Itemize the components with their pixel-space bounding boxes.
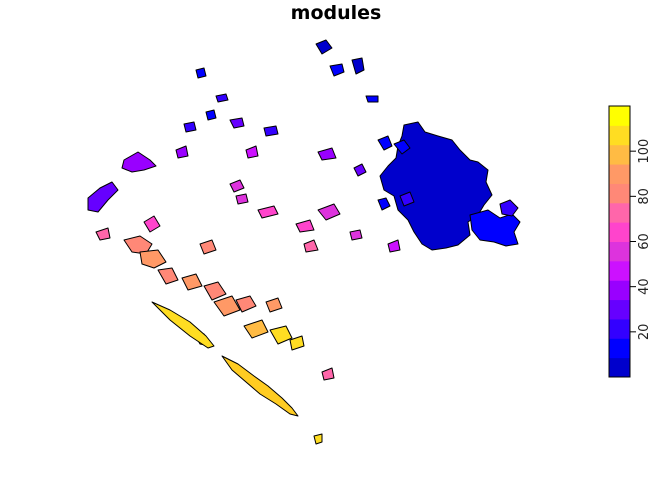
legend-swatch xyxy=(609,164,630,184)
patch-mid-violet-2 xyxy=(245,145,259,159)
legend-swatch xyxy=(609,299,630,320)
legend-tick-label: 60 xyxy=(637,233,652,250)
patch-top-2 xyxy=(329,63,345,77)
legend: 20 40 60 80 100 xyxy=(608,105,652,378)
patch-mid-violet-4 xyxy=(353,163,367,177)
legend-color-bar xyxy=(609,106,630,378)
legend-swatch xyxy=(609,222,630,242)
patch-mid-violet-3 xyxy=(317,147,337,161)
patch-east-tip xyxy=(499,199,519,217)
patch-salmon-2 xyxy=(139,249,167,269)
patch-top-5 xyxy=(215,93,229,103)
patch-pink-10 xyxy=(95,227,111,241)
patch-salmon-7 xyxy=(235,295,257,313)
patch-west-violet-1 xyxy=(121,151,157,173)
patch-large-east xyxy=(379,121,493,251)
patch-ne-4 xyxy=(377,197,391,211)
legend-swatch xyxy=(609,202,630,223)
legend-swatch xyxy=(609,338,630,359)
patch-ne-1 xyxy=(393,139,411,155)
legend-swatch xyxy=(609,241,630,262)
patch-pink-1 xyxy=(229,179,245,193)
legend-swatch xyxy=(609,183,630,204)
patch-salmon-4 xyxy=(181,273,203,291)
patch-top-3 xyxy=(351,57,365,75)
patch-pink-5 xyxy=(317,203,341,221)
patch-pink-4 xyxy=(295,219,315,233)
patch-pink-south xyxy=(321,367,335,381)
legend-swatch xyxy=(609,280,630,301)
patch-top-9 xyxy=(229,117,245,129)
patch-pink-6 xyxy=(303,239,319,253)
patch-gold-strip xyxy=(151,301,215,349)
legend-tick-label: 100 xyxy=(637,139,652,164)
patch-top-7 xyxy=(205,109,217,121)
legend-swatch xyxy=(609,318,630,339)
map-title: modules xyxy=(290,2,382,24)
patch-top-8 xyxy=(183,121,197,133)
patch-east-arm xyxy=(469,209,521,247)
patch-gold-south xyxy=(313,433,323,445)
patch-salmon-9 xyxy=(199,239,217,255)
patch-gold-long xyxy=(221,355,299,417)
legend-swatch xyxy=(609,125,630,146)
patch-top-6 xyxy=(365,95,379,103)
legend-tick-label: 80 xyxy=(637,188,652,205)
patch-salmon-6 xyxy=(213,295,241,317)
patch-ne-3 xyxy=(399,191,415,207)
patch-gold-3 xyxy=(289,335,305,351)
legend-swatch xyxy=(609,144,630,165)
patch-west-violet-2 xyxy=(87,181,119,213)
legend-ticks: 20 40 60 80 100 xyxy=(630,139,652,340)
legend-swatch xyxy=(609,106,630,126)
patch-pink-7 xyxy=(349,229,363,241)
legend-tick-label: 40 xyxy=(637,278,652,295)
legend-swatch xyxy=(609,357,630,378)
patch-gold-2 xyxy=(269,325,293,345)
patch-pink-2 xyxy=(235,193,249,205)
patch-salmon-3 xyxy=(157,267,179,285)
legend-swatch xyxy=(609,260,630,281)
patch-ne-2 xyxy=(377,135,393,151)
patch-top-4 xyxy=(195,67,207,79)
patch-mid-violet-1 xyxy=(175,145,189,159)
patch-pink-9 xyxy=(143,215,161,233)
patch-top-10 xyxy=(263,125,279,137)
legend-tick-label: 20 xyxy=(637,324,652,341)
patch-top-1 xyxy=(315,39,333,55)
patch-salmon-5 xyxy=(203,281,227,301)
map-patches xyxy=(87,39,521,445)
patch-gold-1 xyxy=(243,319,269,339)
patch-pink-3 xyxy=(257,205,279,219)
patch-pink-8 xyxy=(387,239,401,253)
patch-salmon-8 xyxy=(265,297,283,313)
patch-salmon-1 xyxy=(123,235,153,255)
